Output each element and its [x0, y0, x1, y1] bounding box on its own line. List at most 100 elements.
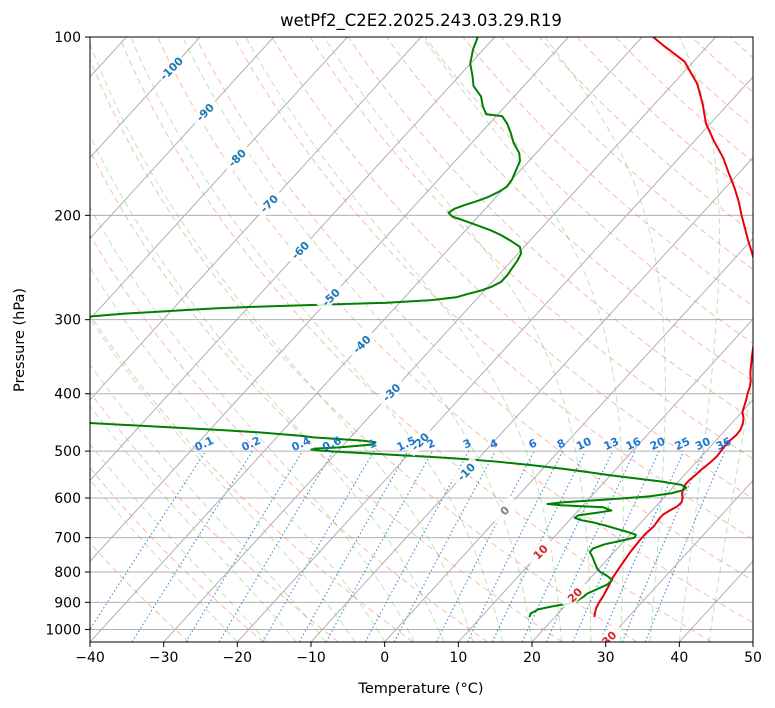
- moist-adiabat: [90, 134, 445, 642]
- isotherm-label-background: [155, 52, 187, 84]
- isotherm: [384, 237, 753, 642]
- mixing-ratio-label: 10: [574, 435, 594, 453]
- dewpoint-profile-line: [90, 422, 688, 618]
- mixing-ratio-line: [621, 450, 705, 642]
- isotherm-label-background: [221, 142, 252, 173]
- isotherm-label-background: [189, 96, 220, 128]
- y-tick-label: 400: [54, 387, 81, 403]
- mixing-ratio-label: 20: [648, 435, 668, 453]
- x-tick-label: −10: [296, 650, 326, 666]
- y-tick-label: 800: [54, 565, 81, 581]
- moist-adiabat: [421, 37, 624, 642]
- x-tick-label: 50: [744, 650, 762, 666]
- dry-adiabat: [157, 37, 753, 624]
- y-tick-label: 500: [54, 444, 81, 460]
- moist-adiabat: [678, 37, 720, 642]
- plot-area: -100-90-80-70-60-50-40-30-20-10010203040…: [90, 37, 753, 642]
- dry-adiabat: [195, 37, 753, 582]
- profile-series: [90, 37, 753, 618]
- mixing-ratio-line: [364, 450, 470, 642]
- isotherm: [605, 479, 753, 642]
- isotherm-label-background: [346, 328, 377, 360]
- mixing-ratio-label: 13: [602, 435, 621, 453]
- mixing-ratio-line: [185, 450, 304, 642]
- y-axis-label: Pressure (hPa): [12, 288, 28, 392]
- plot-frame: [89, 36, 754, 643]
- x-tick-label: −40: [75, 650, 105, 666]
- isotherm: [90, 37, 569, 563]
- x-tick-label: 30: [597, 650, 615, 666]
- x-tick-label: 0: [380, 650, 389, 666]
- isotherm-label-background: [284, 234, 316, 266]
- dewpoint-profile-line: [90, 37, 523, 318]
- pressure-grid: [90, 37, 753, 630]
- dry-adiabat: [90, 149, 563, 642]
- mixing-ratio-lines: [90, 450, 726, 642]
- mixing-ratio-label: 36: [714, 435, 734, 453]
- x-axis-label: Temperature (°C): [357, 681, 483, 697]
- isotherm: [90, 37, 275, 240]
- isotherm: [310, 156, 753, 642]
- dry-adiabat: [90, 58, 638, 642]
- isotherm-label-background: [593, 622, 624, 642]
- mixing-ratio-line: [393, 450, 496, 642]
- mixing-ratio-line: [90, 450, 207, 631]
- isotherm-label-background: [315, 281, 346, 313]
- mixing-ratio-label: 16: [624, 435, 644, 453]
- isotherm-label-background: [450, 456, 482, 487]
- mixing-ratio-label: 30: [693, 435, 713, 453]
- isotherm: [90, 37, 422, 401]
- dry-adiabat: [90, 234, 488, 642]
- mixing-ratio-label: 25: [673, 435, 692, 453]
- moist-adiabat: [323, 37, 592, 642]
- isotherm: [531, 399, 753, 642]
- isotherm-label-background: [524, 536, 556, 567]
- isotherm: [90, 37, 348, 320]
- x-tick-label: −30: [149, 650, 179, 666]
- x-tick-label: 40: [670, 650, 688, 666]
- mixing-ratio-line: [467, 450, 564, 642]
- x-tick-label: −20: [223, 650, 253, 666]
- isotherm-label-background: [253, 187, 284, 219]
- moist-adiabat: [708, 376, 753, 642]
- moist-adiabat: [90, 42, 474, 642]
- y-tick-label: 1000: [45, 622, 81, 638]
- chart-title: wetPf2_C2E2.2025.243.03.29.R19: [280, 11, 562, 31]
- moist-adiabat: [182, 37, 533, 642]
- isotherm: [90, 37, 201, 159]
- isotherm-label-background: [375, 376, 407, 408]
- dry-adiabat: [118, 37, 712, 642]
- isotherm-label-background: [559, 579, 590, 610]
- temperature-profile-line: [593, 37, 753, 618]
- mixing-ratio-line: [325, 450, 434, 642]
- dry-adiabat: [271, 37, 753, 500]
- moist-adiabat: [90, 405, 297, 642]
- dry-adiabat: [309, 37, 753, 460]
- mixing-ratio-line: [131, 450, 254, 642]
- moist-adiabats: [90, 37, 753, 642]
- isotherm: [236, 76, 753, 642]
- x-tick-label: 20: [523, 650, 541, 666]
- x-tick-label: 10: [449, 650, 467, 666]
- y-tick-label: 700: [54, 531, 81, 547]
- moist-adiabat: [90, 206, 415, 642]
- moist-adiabat: [544, 37, 666, 642]
- y-tick-label: 300: [54, 313, 81, 329]
- isotherm-label-background: [489, 495, 520, 526]
- mixing-ratio-line: [572, 450, 660, 642]
- isotherm: [90, 37, 496, 482]
- moist-adiabat: [130, 37, 504, 642]
- moist-adiabat: [90, 266, 386, 642]
- dry-adiabat: [90, 467, 264, 642]
- y-tick-label: 600: [54, 491, 81, 507]
- dry-adiabat: [90, 542, 190, 642]
- x-axis-ticks: −40 −30 −20 −10 0 10 20 30 40 50: [75, 642, 762, 666]
- dry-adiabat: [347, 37, 753, 421]
- moist-adiabat: [90, 363, 327, 642]
- isotherm: [163, 37, 717, 642]
- moist-adiabat: [90, 317, 356, 642]
- y-tick-label: 200: [54, 208, 81, 224]
- y-tick-label: 100: [54, 30, 81, 46]
